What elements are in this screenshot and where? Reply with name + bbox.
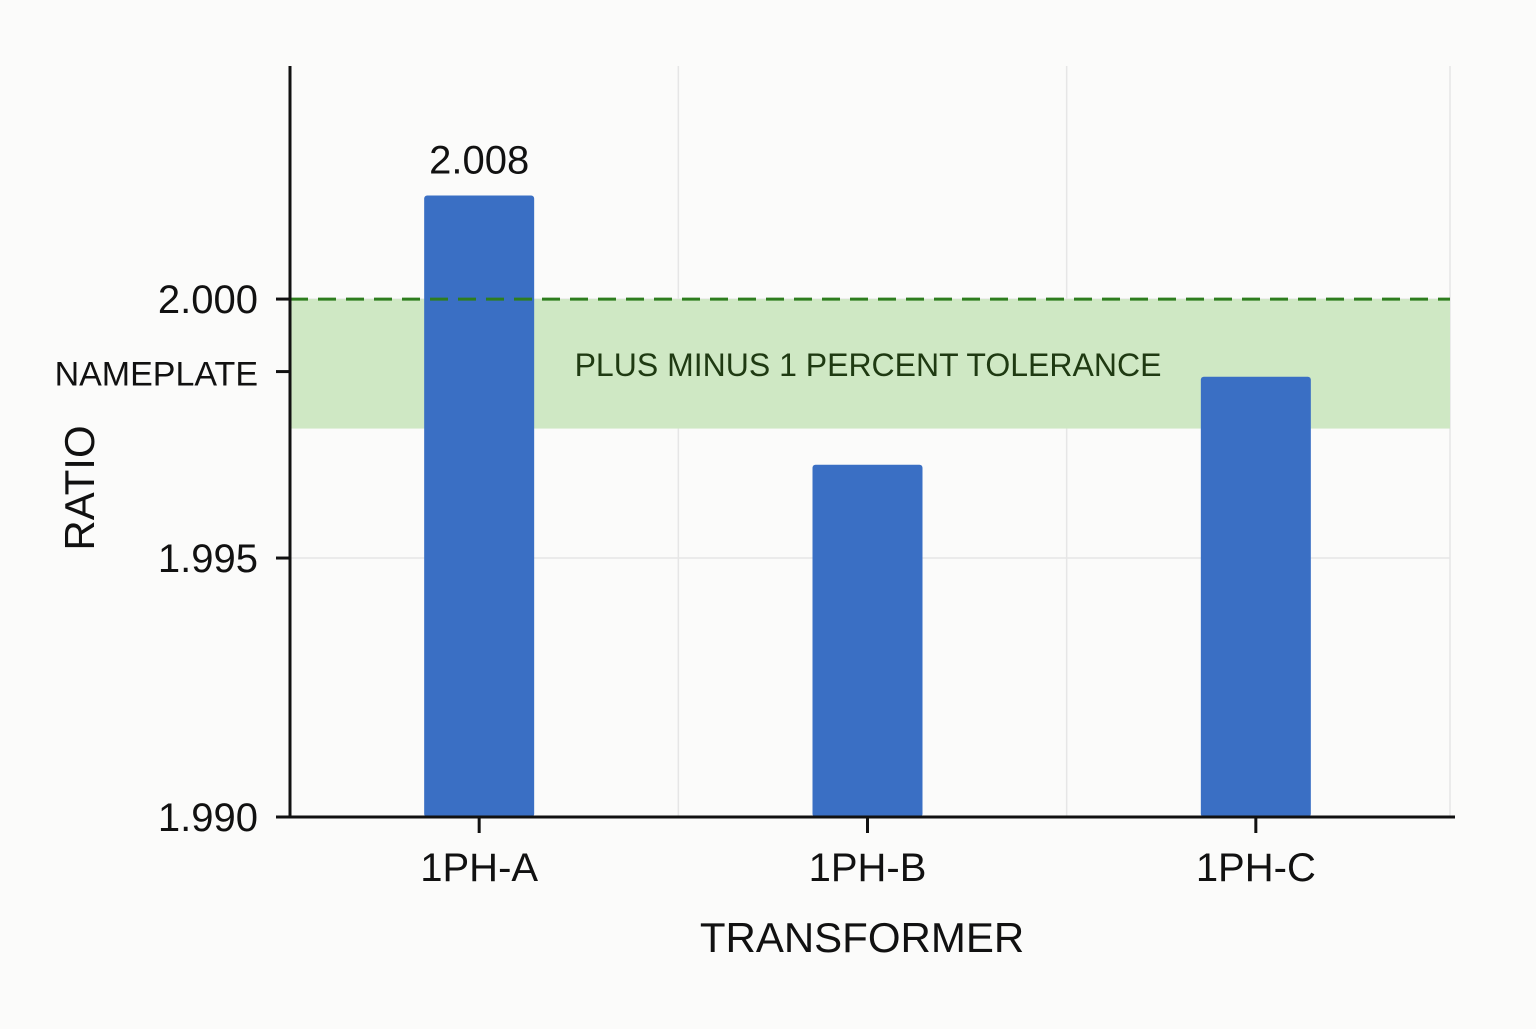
tolerance-band-label: PLUS MINUS 1 PERCENT TOLERANCE — [575, 347, 1162, 383]
axes — [276, 66, 1455, 833]
x-axis-title: TRANSFORMER — [700, 914, 1024, 961]
y-tick-label: NAMEPLATE — [55, 356, 258, 394]
x-tick-label-1ph-c: 1PH-C — [1196, 846, 1316, 890]
y-tick-label: 1.995 — [158, 537, 258, 581]
labels: 2.008 2.000 NAMEPLATE 1.995 1.990 1PH-A 1PH-B 1… — [55, 138, 1316, 890]
x-tick-label-1ph-a: 1PH-A — [420, 846, 538, 890]
bars — [424, 195, 1311, 817]
data-label-1ph-a: 2.008 — [429, 138, 529, 182]
bar-1ph-c — [1200, 376, 1311, 817]
x-tick-label-1ph-b: 1PH-B — [809, 846, 927, 890]
y-axis-title: RATIO — [56, 425, 103, 550]
y-tick-label: 2.000 — [158, 278, 258, 322]
y-tick-label: 1.990 — [158, 796, 258, 840]
bar-1ph-b — [812, 464, 923, 817]
bar-1ph-a — [424, 195, 535, 817]
